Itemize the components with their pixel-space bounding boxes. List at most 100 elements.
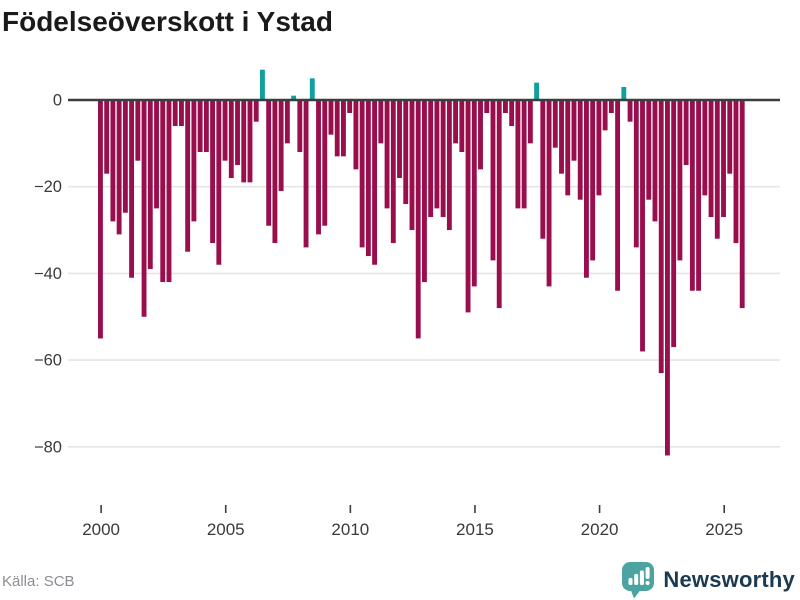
bar-series [98,69,745,456]
bar [116,100,122,235]
bar [621,87,627,100]
bar [708,100,714,218]
y-axis-tick-label: −80 [34,438,62,456]
bar [646,100,652,200]
bar [129,100,135,278]
bar [409,100,415,231]
bar [172,100,178,127]
bar [104,100,110,174]
bar [203,100,209,153]
bar [222,100,228,161]
bar [160,100,166,283]
x-axis-tick-label: 2005 [207,520,245,539]
bar [353,100,359,170]
bar [689,100,695,291]
bar [559,100,564,174]
newsworthy-speech-bubble-chart-icon [622,562,655,599]
bar [291,95,297,100]
bar [247,100,253,183]
bar [278,100,284,192]
bar [235,100,240,166]
bar [540,100,546,239]
bar [509,100,515,127]
bar [147,100,153,270]
bar [484,100,490,113]
bar [478,100,483,170]
bar [696,100,702,291]
bar [141,100,147,317]
bar [608,100,614,113]
bar [334,100,340,157]
bar [266,100,272,226]
bar [397,100,402,179]
bar [303,100,309,248]
bar [640,100,645,352]
bar [297,100,303,153]
bar [403,100,409,205]
bar [228,100,234,179]
bar [440,100,446,218]
x-axis-tick-label: 2025 [705,520,743,539]
bar [253,100,259,122]
bar [316,100,321,235]
bar [179,100,184,127]
bar [683,100,689,166]
bar [365,100,371,257]
bar [98,100,103,339]
bar [272,100,278,244]
bar [390,100,396,244]
bar [359,100,365,248]
x-axis-tick-label: 2000 [82,520,120,539]
bar [733,100,739,244]
bar [552,100,558,148]
bar [527,100,533,144]
y-axis-tick-label: −40 [34,265,62,283]
bar [671,100,677,348]
brand-logo[interactable]: Newsworthy [621,561,795,599]
axes: 0 −20 −40 −60 −80 2000 2005 2010 2015 2020 2025 [34,92,780,539]
bar [602,100,608,131]
brand-name: Newsworthy [663,567,795,592]
x-axis-tick-label: 2010 [331,520,369,539]
bar [714,100,720,239]
bar [490,100,496,261]
bar [459,100,465,153]
y-axis-tick-label: −60 [34,352,62,370]
bar [453,100,459,144]
bar [110,100,116,222]
bar [496,100,502,309]
bar [241,100,247,183]
bar [633,100,639,248]
bar [739,100,745,309]
chart-title: Födelseöverskott i Ystad [2,6,333,37]
bar [197,100,203,153]
bar [166,100,172,283]
y-axis-tick-label: −20 [34,178,62,196]
bar [565,100,571,196]
bar [422,100,427,283]
bar [415,100,421,339]
bar [465,100,471,313]
bar [341,100,346,157]
bar [596,100,602,196]
bar [702,100,708,196]
bar [309,78,315,101]
bar [546,100,552,287]
bar [677,100,683,261]
bar [515,100,521,209]
bar [446,100,452,231]
bar [216,100,222,265]
bar [577,100,583,200]
y-axis-tick-label: 0 [53,92,62,110]
bar [503,100,508,113]
bar [727,100,733,174]
bar [322,100,328,226]
birth-surplus-bar-chart: 0 −20 −40 −60 −80 2000 2005 2010 2015 2020 2025 [34,69,780,539]
bar [185,100,191,252]
bar [521,100,527,209]
bar [665,100,670,456]
bar [328,100,334,135]
bar [590,100,596,261]
bar [154,100,159,209]
